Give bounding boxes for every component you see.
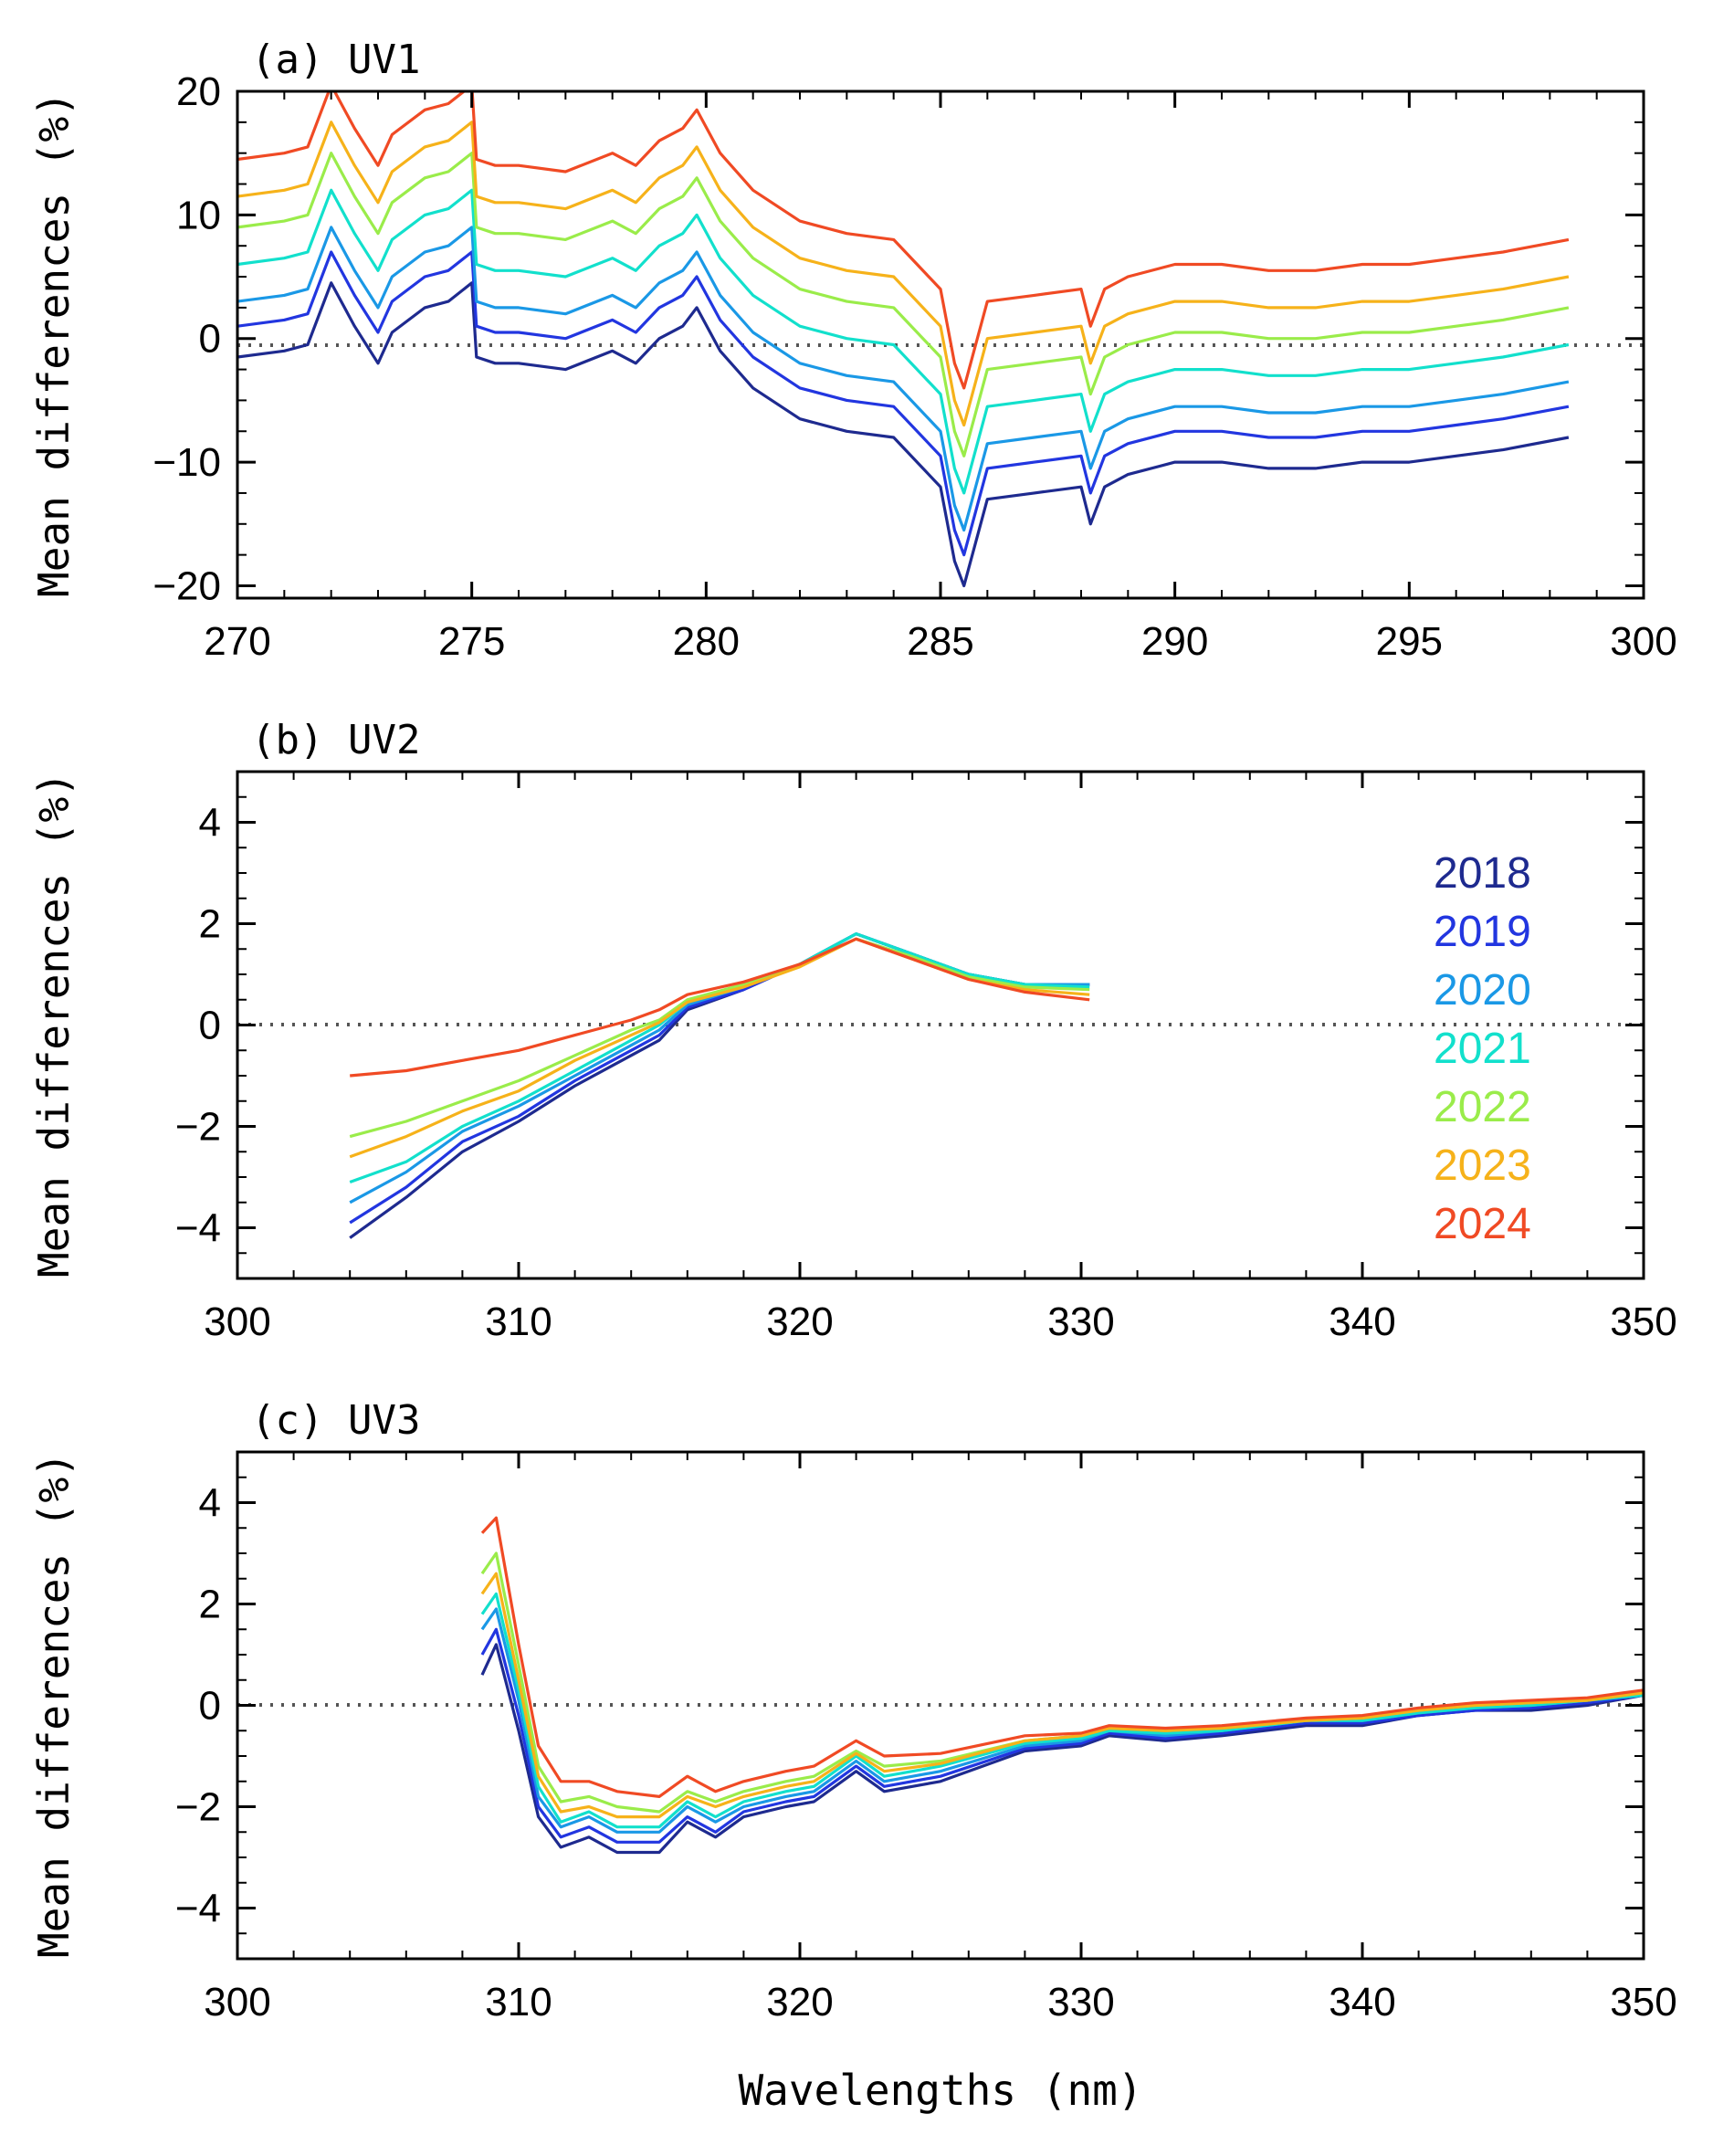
y-tick-label: −4 [175, 1206, 221, 1251]
legend-entry-2021: 2021 [1434, 1025, 1531, 1073]
y-tick-label: 0 [199, 1684, 221, 1729]
series-line-2021 [349, 932, 1090, 1184]
y-tick-label: −2 [175, 1105, 221, 1150]
y-axis-label: Mean differences (%) [29, 772, 79, 1278]
series-line-2024 [237, 91, 1570, 390]
legend-entry-2023: 2023 [1434, 1141, 1531, 1190]
x-tick-label: 340 [1329, 1299, 1395, 1344]
x-tick-label: 295 [1376, 619, 1443, 664]
y-tick-label: 2 [199, 902, 221, 947]
series-line-2021 [237, 188, 1570, 495]
y-tick-label: 4 [199, 1481, 221, 1526]
x-axis-label: Wavelengths (nm) [738, 2066, 1142, 2115]
series-line-2023 [349, 937, 1090, 1159]
series-line-2018 [480, 1643, 1644, 1855]
x-tick-label: 285 [907, 619, 973, 664]
x-tick-label: 300 [1610, 619, 1676, 664]
x-tick-label: 320 [766, 1299, 833, 1344]
y-tick-label: 20 [176, 69, 221, 114]
y-tick-label: −4 [175, 1887, 221, 1931]
x-tick-label: 280 [673, 619, 740, 664]
x-tick-label: 350 [1610, 1980, 1676, 2025]
legend: 2018 2019 2020 2021 2022 2023 2024 [1434, 849, 1531, 1248]
series-group [480, 1516, 1644, 1855]
y-tick-label: −10 [152, 440, 221, 485]
x-tick-label: 270 [204, 619, 270, 664]
series-line-2023 [237, 121, 1570, 427]
y-tick-label: −2 [175, 1785, 221, 1830]
tick-group: 300 310 320 330 340 350 −4 −2 0 2 4 [175, 771, 1677, 1344]
panel-title: (a) UV1 [251, 37, 420, 83]
legend-entry-2020: 2020 [1434, 966, 1531, 1015]
x-tick-label: 310 [485, 1299, 552, 1344]
panel-uv2: (b) UV2 300 310 320 330 340 350 −4 −2 0 2 4 Mean d… [29, 717, 1677, 1344]
legend-entry-2018: 2018 [1434, 849, 1531, 898]
x-tick-label: 275 [438, 619, 505, 664]
y-tick-label: 0 [199, 1004, 221, 1048]
series-line-2023 [480, 1572, 1644, 1819]
y-tick-label: −20 [152, 563, 221, 608]
series-line-2020 [480, 1607, 1644, 1834]
panel-uv3: (c) UV3 300 310 320 330 340 350 −4 −2 0 2 4 Mean d… [29, 1397, 1677, 2115]
y-tick-label: 10 [176, 193, 221, 237]
series-line-2020 [349, 932, 1090, 1204]
series-line-2021 [480, 1592, 1644, 1829]
tick-group: 300 310 320 330 340 350 −4 −2 0 2 4 [175, 1451, 1677, 2025]
series-line-2019 [237, 250, 1570, 557]
series-group [349, 932, 1090, 1239]
series-line-2022 [349, 937, 1090, 1139]
tick-group: 270 275 280 285 290 295 300 −20 −10 0 10 20 [152, 69, 1676, 664]
y-axis-label: Mean differences (%) [29, 1452, 79, 1958]
series-line-2024 [480, 1516, 1644, 1798]
legend-entry-2019: 2019 [1434, 908, 1531, 956]
series-line-2022 [480, 1551, 1644, 1814]
x-tick-label: 340 [1329, 1980, 1395, 2025]
series-line-2022 [237, 152, 1570, 457]
series-line-2024 [350, 937, 1090, 1078]
y-tick-label: 0 [199, 317, 221, 362]
panel-uv1: (a) UV1 270 275 280 285 290 295 300 −20 −10 0 10 20… [29, 37, 1677, 664]
x-tick-label: 330 [1047, 1980, 1114, 2025]
x-tick-label: 300 [204, 1299, 270, 1344]
legend-entry-2022: 2022 [1434, 1083, 1531, 1131]
y-tick-label: 4 [199, 801, 221, 846]
series-group [237, 91, 1570, 588]
x-tick-label: 310 [485, 1980, 552, 2025]
series-line-2019 [480, 1627, 1644, 1844]
panel-title: (b) UV2 [251, 717, 420, 763]
x-tick-label: 290 [1141, 619, 1208, 664]
series-line-2018 [237, 281, 1570, 588]
legend-entry-2024: 2024 [1434, 1200, 1531, 1248]
y-axis-label: Mean differences (%) [29, 91, 79, 597]
panel-title: (c) UV3 [251, 1397, 420, 1444]
x-tick-label: 300 [204, 1980, 270, 2025]
series-line-2020 [237, 226, 1570, 532]
y-tick-label: 2 [199, 1583, 221, 1627]
x-tick-label: 330 [1047, 1299, 1114, 1344]
x-tick-label: 320 [766, 1980, 833, 2025]
x-tick-label: 350 [1610, 1299, 1676, 1344]
